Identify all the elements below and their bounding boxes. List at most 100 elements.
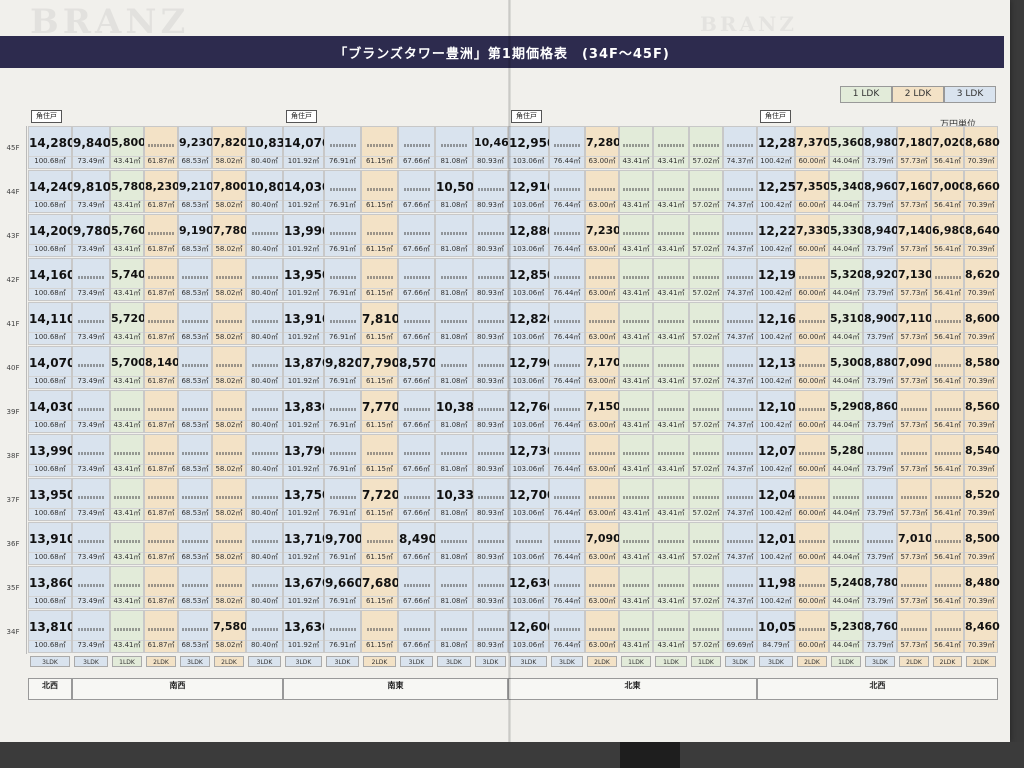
type-label: 2LDK: [363, 656, 396, 667]
unit-cell: 7,180 57.73㎡: [897, 126, 933, 169]
cell-divider: [509, 288, 548, 289]
unit-cell: 80.40㎡: [246, 566, 283, 609]
sold-mark: [554, 496, 580, 499]
unit-area: 58.02㎡: [215, 509, 243, 517]
unit-cell: 73.79㎡: [863, 434, 897, 477]
unit-cell: 13,670 101.92㎡: [283, 566, 330, 609]
unit-cell: 68.53㎡: [178, 610, 212, 653]
cell-divider: [550, 464, 584, 465]
unit-area: 57.73㎡: [900, 245, 928, 253]
cell-divider: [436, 244, 472, 245]
cell-divider: [179, 464, 211, 465]
unit-area: 44.04㎡: [832, 289, 860, 297]
cell-divider: [690, 640, 722, 641]
unit-cell: 57.73㎡: [897, 478, 931, 521]
unit-cell: 74.37㎡: [723, 390, 757, 433]
unit-cell: 13,910 101.92㎡: [283, 302, 330, 345]
unit-price: 8,880: [864, 356, 899, 369]
unit-price: 9,210: [179, 180, 214, 193]
cell-divider: [284, 200, 323, 201]
sold-mark: [799, 584, 825, 587]
unit-cell: 7,010 57.73㎡: [897, 522, 933, 565]
unit-area: 58.02㎡: [215, 289, 243, 297]
unit-cell: 61.15㎡: [361, 214, 398, 257]
unit-area: 57.02㎡: [692, 333, 720, 341]
unit-cell: 13,910 100.68㎡: [28, 522, 75, 565]
unit-cell: 43.41㎡: [110, 390, 144, 433]
cell-divider: [758, 464, 794, 465]
cell-divider: [325, 552, 360, 553]
unit-cell: 7,770 61.15㎡: [361, 390, 400, 433]
unit-cell: 43.41㎡: [110, 434, 144, 477]
unit-area: 44.04㎡: [832, 465, 860, 473]
unit-area: 43.41㎡: [113, 641, 141, 649]
unit-cell: 12,160 100.42㎡: [757, 302, 804, 345]
unit-cell: 61.15㎡: [361, 610, 398, 653]
unit-cell: 81.08㎡: [435, 258, 473, 301]
sold-mark: [589, 320, 615, 323]
cell-divider: [111, 200, 143, 201]
sold-mark: [554, 408, 580, 411]
unit-area: 61.15㎡: [365, 245, 394, 253]
unit-area: 100.68㎡: [34, 597, 66, 605]
unit-cell: 80.93㎡: [473, 170, 508, 213]
unit-area: 100.68㎡: [34, 201, 66, 209]
unit-price: 14,110: [29, 312, 76, 326]
unit-area: 101.92㎡: [287, 421, 320, 429]
unit-cell: 10,460 80.93㎡: [473, 126, 516, 169]
unit-price: 13,950: [29, 488, 76, 502]
cell-divider: [29, 464, 71, 465]
unit-area: 100.68㎡: [34, 465, 66, 473]
cell-divider: [654, 244, 688, 245]
sold-mark: [441, 452, 467, 455]
sold-mark: [182, 364, 208, 367]
cell-divider: [362, 552, 397, 553]
cell-divider: [724, 156, 756, 157]
unit-area: 100.68㎡: [34, 289, 66, 297]
page-title: 「ブランズタワー豊洲」第1期価格表 (34F～45F): [0, 36, 1004, 68]
sold-mark: [216, 364, 242, 367]
cell-divider: [399, 552, 434, 553]
unit-area: 57.02㎡: [692, 289, 720, 297]
cell-divider: [213, 508, 245, 509]
cell-divider: [325, 332, 360, 333]
unit-price: 12,820: [509, 312, 556, 326]
unit-area: 70.39㎡: [967, 245, 995, 253]
cell-divider: [474, 332, 507, 333]
unit-area: 57.02㎡: [692, 509, 720, 517]
unit-area: 73.79㎡: [866, 245, 894, 253]
cell-divider: [399, 244, 434, 245]
unit-cell: 12,100 100.42㎡: [757, 390, 804, 433]
cell-divider: [932, 332, 963, 333]
floor-row: 35F 13,860 100.68㎡ 73.49㎡ 43.41㎡ 61.87㎡ 68.53㎡…: [0, 566, 1000, 610]
unit-cell: 7,800 58.02㎡: [212, 170, 248, 213]
unit-cell: 57.02㎡: [689, 214, 723, 257]
unit-price: 10,500: [436, 180, 483, 194]
floor-row: 38F 13,990 100.68㎡ 73.49㎡ 43.41㎡ 61.87㎡ 68.53㎡…: [0, 434, 1000, 478]
sold-mark: [329, 144, 356, 147]
unit-cell: 56.41㎡: [931, 478, 964, 521]
unit-area: 57.73㎡: [900, 289, 928, 297]
unit-area: 61.87㎡: [147, 597, 175, 605]
cell-divider: [362, 464, 397, 465]
unit-cell: 73.49㎡: [72, 390, 110, 433]
unit-price: 8,540: [965, 444, 1000, 457]
unit-cell: 7,230 63.00㎡: [585, 214, 621, 257]
cell-divider: [830, 420, 862, 421]
unit-area: 57.73㎡: [900, 641, 928, 649]
cell-divider: [284, 552, 323, 553]
legend-2ldk: 2 LDK: [892, 86, 944, 103]
unit-area: 63.00㎡: [588, 201, 616, 209]
unit-cell: 61.15㎡: [361, 522, 398, 565]
unit-price: 5,240: [830, 576, 865, 589]
unit-area: 74.37㎡: [726, 157, 754, 165]
unit-price: 7,280: [586, 136, 621, 149]
cell-divider: [758, 552, 794, 553]
unit-cell: 68.53㎡: [178, 566, 212, 609]
unit-cell: 43.41㎡: [653, 170, 689, 213]
cell-divider: [550, 596, 584, 597]
unit-cell: 67.66㎡: [398, 170, 435, 213]
cell-divider: [213, 244, 245, 245]
unit-price: 8,140: [145, 356, 180, 369]
unit-area: 76.91㎡: [328, 245, 357, 253]
